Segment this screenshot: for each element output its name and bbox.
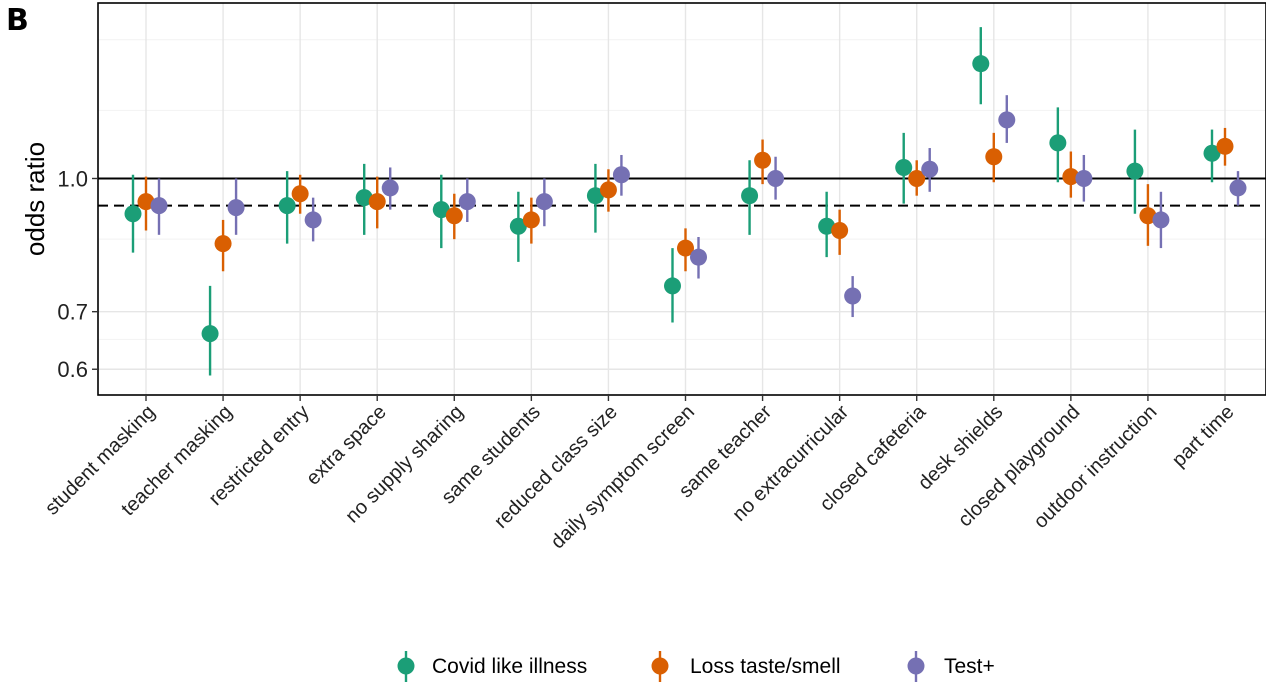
data-point [214,235,232,253]
data-point [677,239,694,257]
data-point [509,217,527,235]
data-layer [124,27,1247,376]
legend-label: Loss taste/smell [690,655,841,678]
data-point [586,187,604,205]
data-point [1152,211,1170,229]
legend-label: Test+ [944,655,995,678]
series-1 [137,127,1234,272]
data-point [522,211,540,229]
data-point [535,193,553,211]
data-point [921,160,939,178]
data-point [201,325,219,343]
legend-item: Test+ [907,651,995,682]
series-2 [150,95,1247,318]
y-axis-title: odds ratio [20,142,50,256]
data-point [227,199,245,217]
plot-frame [97,2,1266,396]
data-point [368,193,386,211]
series-0 [124,27,1221,376]
legend-key-point [907,657,925,675]
data-point [767,169,785,187]
data-point [664,277,681,295]
data-point [381,179,399,197]
legend-item: Covid like illness [397,651,587,682]
data-point [445,207,463,225]
data-point [818,217,836,235]
y-tick-label: 0.7 [57,300,88,325]
data-point [844,287,862,305]
panel-label: B [6,3,29,38]
data-point [1229,179,1247,197]
data-point [741,187,759,205]
data-point [432,201,450,219]
legend-key-point [397,657,415,675]
data-point [137,193,155,211]
data-point [458,193,476,211]
legend-label: Covid like illness [432,655,587,678]
data-point [304,211,322,229]
legend: Covid like illness Loss taste/smell Test+ [397,651,995,682]
data-point [1075,169,1093,187]
y-tick-label: 0.6 [57,357,88,382]
data-point [972,55,990,73]
data-point [908,169,926,187]
data-point [1203,144,1221,162]
data-point [985,148,1003,166]
data-point [355,189,373,207]
legend-item: Loss taste/smell [651,651,841,682]
data-point [998,111,1016,129]
legend-key-point [651,657,669,675]
data-point [1049,134,1067,152]
data-point [831,221,849,239]
y-tick-label: 1.0 [57,166,88,191]
data-point [1062,168,1080,186]
data-point [612,166,630,184]
data-point [1139,207,1157,225]
data-point [1126,162,1144,180]
data-point [1216,137,1234,155]
data-point [278,197,296,215]
data-point [754,151,772,169]
data-point [895,158,913,176]
data-point [690,248,707,266]
data-point [599,181,617,199]
data-point [124,205,142,223]
data-point [291,185,309,203]
data-point [150,197,168,215]
